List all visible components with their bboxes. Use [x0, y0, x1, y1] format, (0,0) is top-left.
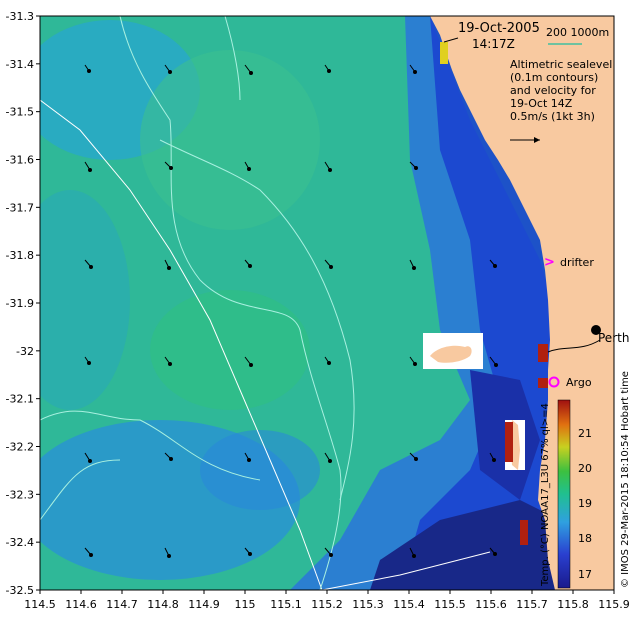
velocity-arrow — [489, 259, 497, 268]
info-line-5: 0.5m/s (1kt 3h) — [510, 110, 595, 123]
info-line-4: 19-Oct 14Z — [510, 97, 573, 110]
info-line-1: Altimetric sealevel — [510, 58, 612, 71]
velocity-arrow — [409, 356, 417, 366]
x-tick-label: 115 — [235, 598, 256, 611]
perth-label: Perth — [598, 331, 629, 345]
x-tick-label: 114.5 — [24, 598, 56, 611]
velocity-arrow — [164, 161, 173, 170]
velocity-arrow — [324, 161, 332, 172]
credit-text: © IMOS 29-Mar-2015 18:10:54 Hobart time — [620, 371, 631, 588]
drifter-marker: > drifter — [544, 255, 594, 270]
x-tick-label: 115.3 — [352, 598, 384, 611]
y-tick-label: -32.4 — [6, 536, 34, 549]
velocity-arrow — [409, 259, 416, 270]
y-tick-label: -31.3 — [6, 10, 34, 23]
colorbar-title: Temp. (°C) NOAA17_L3U 67% ql>=4 — [540, 403, 551, 587]
velocity-arrow — [84, 259, 93, 269]
velocity-arrow — [409, 547, 416, 558]
rottnest-island-land — [430, 345, 472, 363]
colorbar-tick-19: 19 — [578, 497, 592, 510]
velocity-arrow — [324, 356, 331, 365]
velocity-arrow — [324, 547, 333, 557]
velocity-arrow — [409, 161, 418, 170]
colorbar-tick-18: 18 — [578, 532, 592, 545]
x-tick-label: 115.1 — [270, 598, 302, 611]
y-axis: -31.3 -31.4 -31.5 -31.6 -31.7 -31.8 -31.9 -32 -3… — [6, 10, 40, 597]
velocity-arrow — [489, 356, 498, 367]
velocity-arrow — [84, 452, 92, 463]
x-tick-label: 114.9 — [188, 598, 220, 611]
x-tick-label: 115.4 — [393, 598, 425, 611]
x-axis: 114.5 114.6 114.7 114.8 114.9 115 115.1 115.2 11… — [24, 590, 630, 611]
velocity-arrow — [164, 547, 171, 558]
y-tick-label: -32.2 — [6, 441, 34, 454]
y-tick-label: -31.5 — [6, 106, 34, 119]
velocity-arrow — [164, 64, 172, 74]
y-tick-label: -31.6 — [6, 154, 34, 167]
date-label: 19-Oct-2005 — [458, 21, 540, 36]
velocity-arrow — [489, 452, 496, 462]
x-tick-label: 114.6 — [65, 598, 97, 611]
x-tick-label: 115.7 — [516, 598, 548, 611]
colorbar: 21 20 19 18 17 Temp. (°C) NOAA17_L3U 67%… — [540, 399, 592, 589]
x-tick-label: 115.6 — [475, 598, 507, 611]
velocity-arrow — [244, 356, 253, 367]
velocity-arrow — [244, 259, 252, 268]
x-tick-label: 115.2 — [311, 598, 343, 611]
colorbar-tick-20: 20 — [578, 462, 592, 475]
velocity-arrow — [164, 356, 172, 366]
colorbar-tick-21: 21 — [578, 427, 592, 440]
velocity-arrow — [324, 452, 332, 463]
velocity-arrow — [84, 356, 91, 365]
y-tick-label: -31.4 — [6, 58, 34, 71]
velocity-arrows — [84, 64, 498, 558]
colorbar-tick-17: 17 — [578, 568, 592, 581]
velocity-arrow — [244, 161, 251, 171]
velocity-arrow — [409, 452, 418, 461]
y-tick-label: -31.8 — [6, 249, 34, 262]
velocity-arrow — [244, 547, 252, 556]
x-tick-label: 115.8 — [557, 598, 589, 611]
drifter-label: drifter — [560, 256, 594, 269]
info-box: Altimetric sealevel (0.1m contours) and … — [510, 58, 612, 143]
velocity-arrow — [324, 64, 331, 73]
x-tick-label: 114.8 — [147, 598, 179, 611]
argo-marker: Argo — [548, 376, 592, 389]
y-tick-label: -32.3 — [6, 488, 34, 501]
y-tick-label: -32 — [16, 345, 34, 358]
scale-bar-label: 200 1000m — [546, 26, 609, 39]
velocity-arrow — [84, 64, 91, 73]
x-tick-label: 114.7 — [106, 598, 138, 611]
velocity-arrow — [489, 547, 497, 556]
time-pointer — [443, 37, 459, 43]
velocity-arrow — [244, 452, 251, 462]
colorbar-gradient — [557, 399, 571, 589]
drifter-icon: > — [544, 255, 555, 270]
info-line-3: and velocity for — [510, 84, 596, 97]
x-tick-label: 115.5 — [434, 598, 466, 611]
argo-label: Argo — [566, 376, 592, 389]
velocity-arrow — [244, 64, 253, 75]
velocity-arrow — [164, 259, 171, 270]
y-tick-label: -31.9 — [6, 297, 34, 310]
velocity-arrow — [324, 259, 333, 269]
y-tick-label: -32.1 — [6, 393, 34, 406]
velocity-arrow — [164, 452, 173, 461]
perth-marker: Perth — [591, 325, 629, 345]
sealevel-contours — [40, 16, 355, 590]
info-line-2: (0.1m contours) — [510, 71, 598, 84]
y-tick-label: -32.5 — [6, 584, 34, 597]
velocity-arrow — [409, 64, 417, 74]
y-tick-label: -31.7 — [6, 201, 34, 214]
time-label: 14:17Z — [472, 37, 515, 51]
perth-dot-icon — [591, 325, 601, 335]
velocity-arrow — [84, 547, 93, 557]
argo-circle-icon — [548, 376, 560, 388]
velocity-arrow — [84, 161, 92, 172]
x-tick-label: 115.9 — [598, 598, 630, 611]
